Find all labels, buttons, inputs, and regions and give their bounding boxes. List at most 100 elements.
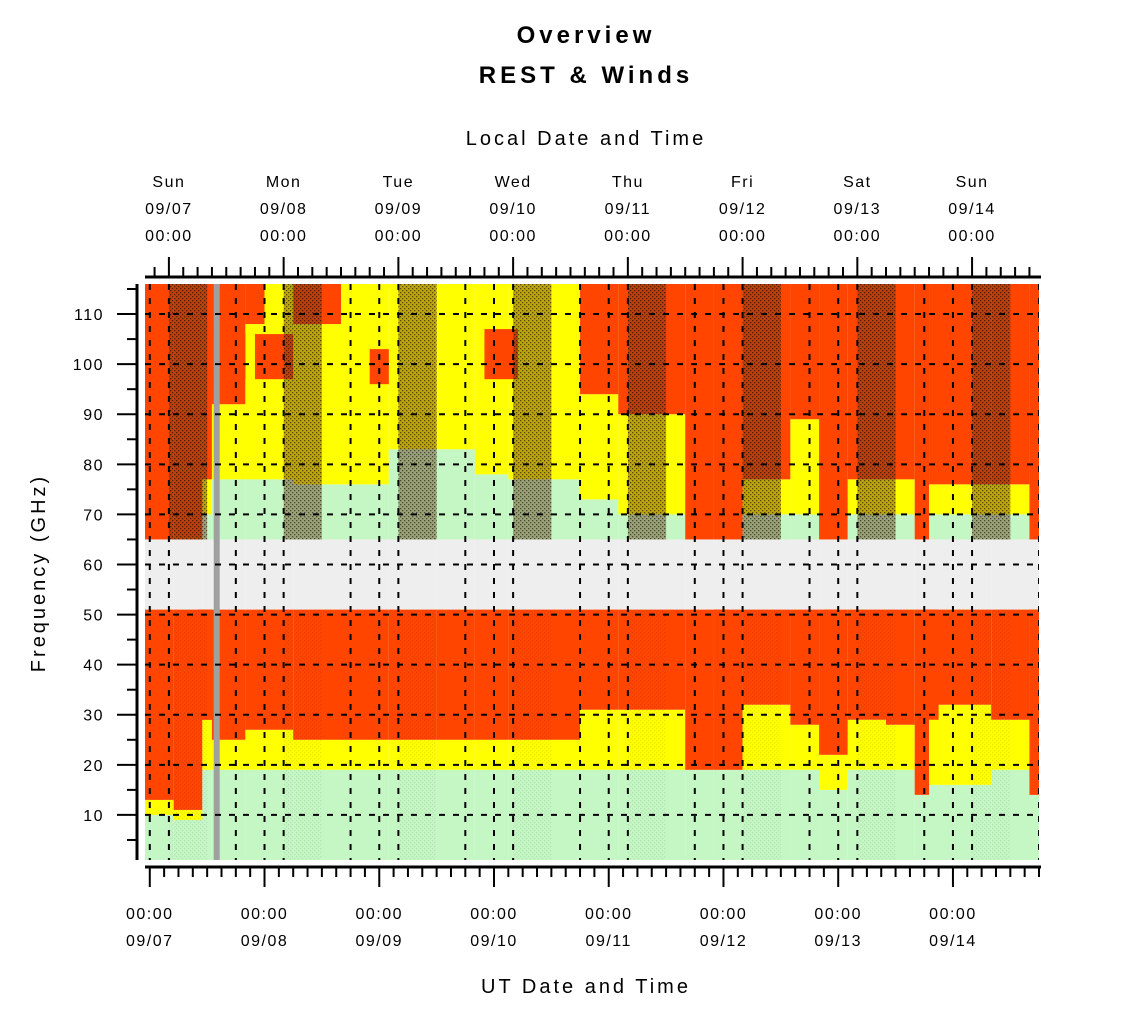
local-time-label: 00:00 [604, 228, 652, 245]
local-day-label: Mon [266, 174, 302, 191]
local-date-label: 09/10 [489, 201, 537, 218]
cell-fair [145, 799, 174, 815]
top-axis-label: Local Date and Time [466, 128, 706, 150]
y-tick-label: 80 [83, 457, 104, 474]
ut-date-label: 09/07 [126, 933, 174, 950]
cell-poor [914, 284, 930, 540]
cell-good [341, 484, 389, 540]
y-tick-label: 50 [83, 608, 104, 625]
y-tick-label: 60 [83, 557, 104, 574]
cell-fair [790, 419, 820, 515]
night-stipple-lower [972, 609, 1011, 860]
ut-time-label: 00:00 [126, 906, 174, 923]
ut-date-label: 09/12 [700, 933, 748, 950]
y-axis-label: Frequency (GHz) [28, 474, 50, 672]
cell-poor [790, 609, 820, 725]
now-marker [213, 284, 220, 860]
cell-poor [685, 284, 714, 540]
ut-time-label: 00:00 [355, 906, 403, 923]
cell-unavailable [145, 539, 174, 610]
local-date-label: 09/08 [260, 201, 308, 218]
cell-poor [790, 284, 820, 420]
ut-time-label: 00:00 [241, 906, 289, 923]
ut-time-label: 00:00 [470, 906, 518, 923]
cell-poor-patch [1029, 609, 1039, 720]
local-time-label: 00:00 [489, 228, 537, 245]
axes [117, 257, 1041, 887]
cell-poor [1029, 284, 1039, 540]
cell-unavailable [508, 539, 581, 610]
night-stipple-lower [857, 609, 896, 860]
ut-time-label: 00:00 [585, 906, 633, 923]
ut-date-label: 09/10 [470, 933, 518, 950]
ut-date-label: 09/09 [355, 933, 403, 950]
cell-poor [245, 609, 265, 730]
night-stipple-upper [513, 284, 552, 540]
local-date-label: 09/07 [145, 201, 193, 218]
cell-fair [790, 724, 820, 770]
night-stipple-upper [742, 284, 781, 540]
cell-unavailable [790, 539, 820, 610]
local-time-label: 00:00 [145, 228, 193, 245]
cell-poor [341, 609, 389, 740]
local-date-label: 09/12 [719, 201, 767, 218]
local-date-label: 09/13 [834, 201, 882, 218]
ut-time-label: 00:00 [700, 906, 748, 923]
cell-poor-patch [713, 609, 729, 690]
local-date-label: 09/11 [605, 201, 651, 218]
night-stipple-lower [398, 609, 437, 860]
cell-unavailable [991, 539, 1030, 610]
cell-fair [819, 754, 848, 790]
gridlines [145, 284, 1039, 860]
cell-good [245, 479, 265, 540]
cell-unavailable [646, 539, 686, 610]
local-time-label: 00:00 [260, 228, 308, 245]
x-axis-label: UT Date and Time [481, 976, 691, 998]
cell-unavailable [341, 539, 389, 610]
cell-fair [436, 284, 475, 450]
cell-poor [436, 609, 475, 740]
cell-unavailable [685, 539, 714, 610]
ut-time-label: 00:00 [929, 906, 977, 923]
y-tick-label: 10 [83, 808, 104, 825]
cell-unavailable [264, 539, 294, 610]
cell-unavailable [293, 539, 342, 610]
cell-unavailable [580, 539, 619, 610]
tick-labels: 10 20 30 40 50 60 70 80 90 100 110 Sun 09/07 00:00 Mon… [73, 174, 995, 950]
local-date-label: 09/09 [375, 201, 423, 218]
night-stipple-upper [627, 284, 667, 540]
night-stipple-upper [972, 284, 1011, 540]
cell-fair [474, 739, 509, 770]
night-stipple-upper [283, 284, 322, 540]
cell-fair [580, 394, 619, 500]
cell-unavailable [914, 539, 930, 610]
y-tick-label: 30 [83, 708, 104, 725]
y-tick-label: 90 [83, 407, 104, 424]
cell-unavailable [713, 539, 743, 610]
chart-subtitle: REST & Winds [479, 62, 693, 89]
ut-date-label: 09/14 [929, 933, 977, 950]
cell-poor [685, 609, 714, 770]
local-day-label: Sat [843, 174, 872, 191]
local-day-label: Tue [383, 174, 414, 191]
cell-unavailable [202, 539, 212, 610]
cell-fair [474, 284, 509, 475]
cell-unavailable [847, 539, 887, 610]
local-time-label: 00:00 [719, 228, 767, 245]
cell-unavailable [436, 539, 475, 610]
y-tick-label: 20 [83, 758, 104, 775]
local-day-label: Fri [731, 174, 754, 191]
ut-time-label: 00:00 [814, 906, 862, 923]
ut-date-label: 09/08 [241, 933, 289, 950]
night-stipple-lower [742, 609, 781, 860]
local-day-label: Thu [612, 174, 644, 191]
cell-unavailable [245, 539, 265, 610]
cell-poor [580, 284, 619, 395]
local-time-label: 00:00 [834, 228, 882, 245]
cell-poor [713, 284, 743, 540]
cell-poor [474, 609, 509, 740]
local-day-label: Sun [956, 174, 989, 191]
y-tick-label: 70 [83, 507, 104, 524]
cell-unavailable [886, 539, 915, 610]
